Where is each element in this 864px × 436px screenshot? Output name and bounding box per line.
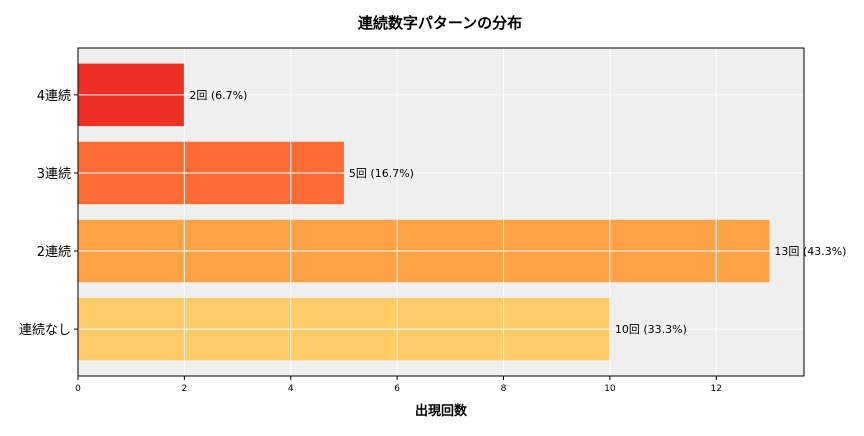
data-label: 5回 (16.7%) [349, 167, 414, 180]
x-tick-label: 10 [604, 384, 616, 394]
data-label: 10回 (33.3%) [615, 323, 687, 336]
chart-title: 連続数字パターンの分布 [358, 14, 522, 32]
x-tick-label: 0 [75, 384, 81, 394]
y-tick-label: 4連続 [37, 89, 71, 104]
y-tick-label: 3連続 [37, 167, 71, 182]
x-tick-label: 4 [288, 384, 294, 394]
data-label: 13回 (43.3%) [774, 245, 846, 258]
data-label: 2回 (6.7%) [189, 89, 247, 102]
y-tick-label: 連続なし [19, 323, 71, 338]
x-tick-label: 2 [182, 384, 188, 394]
x-tick-label: 8 [501, 384, 507, 394]
x-tick-label: 6 [394, 384, 400, 394]
y-tick-label: 2連続 [37, 245, 71, 260]
x-tick-label: 12 [711, 384, 722, 394]
x-axis-label: 出現回数 [415, 403, 468, 419]
plot-frame [77, 47, 805, 377]
